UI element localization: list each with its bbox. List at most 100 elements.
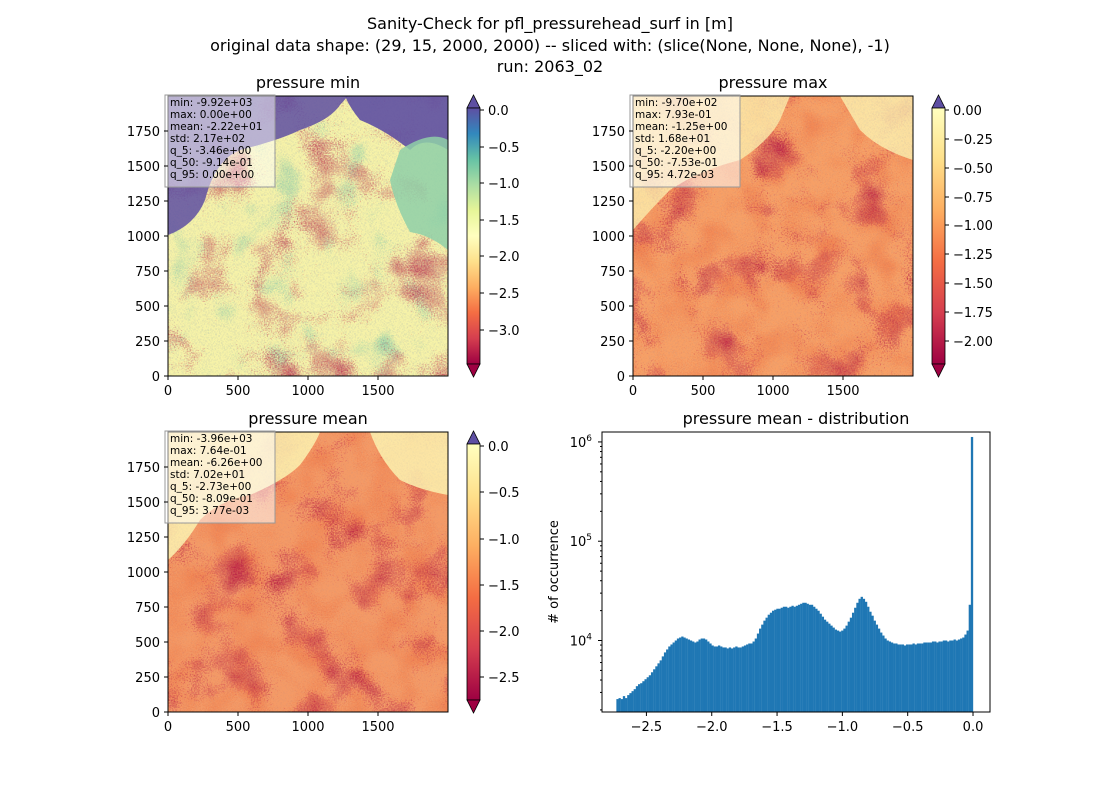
colorbar: 0.0 −0.5 −1.0 −1.5 −2.0 −2.5 — [466, 430, 520, 714]
histogram-bar — [694, 642, 697, 712]
y-tick-label: 1000 — [592, 230, 625, 245]
histogram-bar — [929, 642, 933, 712]
histogram-bar — [810, 604, 814, 712]
histogram-bar — [646, 677, 649, 712]
histogram-bar — [704, 639, 708, 712]
y-tick-label: 1250 — [592, 195, 625, 210]
histogram-bar — [886, 640, 889, 712]
histogram-bar — [823, 619, 827, 712]
histogram-bar — [834, 629, 837, 712]
histogram-bar — [715, 646, 719, 712]
histogram-bar — [813, 606, 816, 712]
colorbar-tick-label: −0.5 — [488, 141, 520, 156]
histogram-bar — [668, 646, 671, 712]
colorbar-extend-top — [466, 94, 481, 109]
histogram-bar — [882, 635, 885, 712]
histogram-bar — [962, 637, 965, 712]
histogram-bar — [867, 606, 870, 712]
histogram-bar — [854, 607, 857, 712]
histogram-bar — [620, 699, 623, 712]
histogram-bar — [893, 643, 896, 712]
histogram-bar — [869, 611, 872, 712]
stat-line: q_95: 0.00e+00 — [170, 169, 254, 181]
histogram-bar — [880, 632, 883, 712]
histogram-bar — [754, 638, 758, 712]
histogram-bar — [616, 699, 619, 712]
colorbar: 0.0 −0.5 −1.0 −1.5 −2.0 −2.5 −3.0 — [466, 94, 520, 378]
colorbar-tick-label: −1.5 — [488, 214, 520, 229]
x-tick-label: −2.0 — [696, 720, 728, 735]
colorbar-tick-label: −1.0 — [488, 177, 520, 192]
stat-line: q_50: -9.14e-01 — [170, 157, 253, 169]
stat-line: q_5: -2.73e+00 — [170, 481, 251, 493]
histogram-bar — [791, 605, 794, 712]
x-tick-label: 1000 — [756, 384, 789, 399]
histogram-bar — [800, 603, 803, 712]
suptitle-line-3: run: 2063_02 — [497, 57, 603, 77]
colorbar-extend-bottom — [466, 363, 481, 378]
histogram-bar — [763, 620, 766, 712]
histogram-bar — [681, 636, 684, 712]
histogram-bar — [672, 642, 675, 712]
x-axis: 0 500 1000 1500 — [164, 712, 395, 735]
y-tick-label: 106 — [570, 434, 593, 451]
histogram-bar — [960, 638, 963, 712]
histogram-bar — [955, 640, 959, 712]
x-tick-label: 0 — [164, 720, 172, 735]
y-tick-label: 1750 — [127, 125, 160, 140]
histogram-bar — [944, 640, 948, 712]
histogram-bar — [787, 607, 790, 712]
x-tick-label: −0.5 — [892, 720, 924, 735]
colorbar-tick-label: −1.0 — [488, 533, 520, 548]
histogram-bar — [622, 696, 626, 712]
histogram-bar — [722, 647, 725, 712]
histogram-bar — [947, 641, 950, 712]
histogram-bar — [836, 630, 840, 712]
histogram-bar — [663, 652, 667, 712]
colorbar-tick-label: −1.25 — [953, 248, 993, 263]
histogram-bar — [707, 641, 710, 712]
stat-line: q_5: -2.20e+00 — [635, 145, 716, 157]
histogram-bar — [858, 598, 861, 712]
x-tick-label: 1500 — [361, 720, 394, 735]
y-axis: 0 250 500 750 1000 1250 1500 1750 — [127, 125, 168, 385]
stats-box: min: -3.96e+03 max: 7.64e-01 mean: -6.26… — [164, 430, 276, 524]
y-tick-label: 0 — [152, 370, 160, 385]
histogram-bar — [804, 602, 807, 712]
y-tick-label: 1250 — [127, 531, 160, 546]
histogram-bar — [864, 601, 868, 712]
histogram-bar — [862, 598, 866, 712]
colorbar-tick-label: −2.0 — [488, 625, 520, 640]
stats-box: min: -9.92e+03 max: 0.00e+00 mean: -2.22… — [164, 94, 276, 188]
y-tick-label: 0 — [152, 706, 160, 721]
histogram-bar — [635, 686, 639, 712]
histogram-bar — [683, 637, 686, 712]
histogram-bar — [780, 607, 783, 712]
histogram-bar — [733, 647, 736, 712]
x-axis: −2.5 −2.0 −1.5 −1.0 −0.5 0.0 — [631, 712, 983, 735]
histogram-bar — [910, 644, 913, 712]
panel-title: pressure min — [256, 73, 360, 92]
suptitle-line-1: Sanity-Check for pfl_pressurehead_surf i… — [367, 14, 733, 34]
histogram-bar — [968, 604, 971, 712]
histogram-bar — [970, 436, 974, 712]
histogram-bar — [759, 628, 762, 712]
histogram-bar — [953, 639, 956, 712]
histogram-bar — [629, 693, 632, 712]
histogram-bar — [625, 698, 628, 712]
histogram-bar — [653, 669, 656, 712]
histogram-bar — [884, 638, 887, 712]
histogram-bar — [670, 644, 673, 712]
histogram-bar — [845, 625, 848, 712]
histogram-bar — [795, 605, 799, 712]
stat-line: min: -9.92e+03 — [170, 97, 252, 109]
colorbar-tick-label: −0.75 — [953, 191, 993, 206]
histogram-bar — [765, 617, 768, 712]
x-axis: 0 500 1000 1500 — [629, 376, 860, 399]
stat-line: q_50: -7.53e-01 — [635, 157, 718, 169]
stat-line: q_50: -8.09e-01 — [170, 493, 253, 505]
colorbar-extend-bottom — [931, 363, 946, 378]
histogram-bar — [934, 641, 937, 712]
histogram-bar — [877, 628, 881, 712]
histogram-bar — [856, 602, 859, 712]
